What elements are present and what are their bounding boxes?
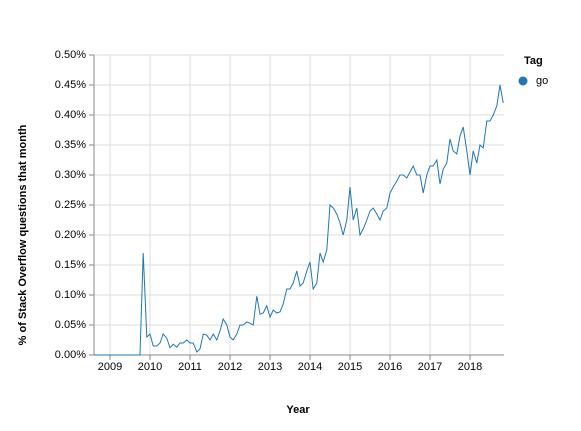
y-tick-label: 0.30% [55,169,86,181]
x-tick-label: 2009 [98,361,122,373]
y-tick-label: 0.35% [55,139,86,151]
y-axis-title: % of Stack Overflow questions that month [17,124,29,345]
x-tick-label: 2013 [258,361,282,373]
legend-title: Tag [524,55,543,67]
x-tick-label: 2010 [138,361,162,373]
x-tick-label: 2015 [338,361,362,373]
y-tick-label: 0.15% [55,259,86,271]
x-tick-label: 2018 [458,361,482,373]
legend-label: go [536,75,548,87]
x-tick-label: 2017 [418,361,442,373]
legend-symbol [518,76,528,86]
y-tick-label: 0.50% [55,49,86,61]
x-tick-label: 2016 [378,361,402,373]
y-tick-label: 0.25% [55,199,86,211]
x-tick-label: 2011 [178,361,202,373]
y-tick-label: 0.05% [55,319,86,331]
x-tick-label: 2014 [298,361,322,373]
x-axis-title: Year [286,404,310,416]
y-tick-label: 0.20% [55,229,86,241]
y-tick-label: 0.00% [55,349,86,361]
x-tick-label: 2012 [218,361,242,373]
y-tick-label: 0.40% [55,109,86,121]
y-tick-label: 0.45% [55,79,86,91]
series-line [94,84,504,356]
y-tick-label: 0.10% [55,289,86,301]
